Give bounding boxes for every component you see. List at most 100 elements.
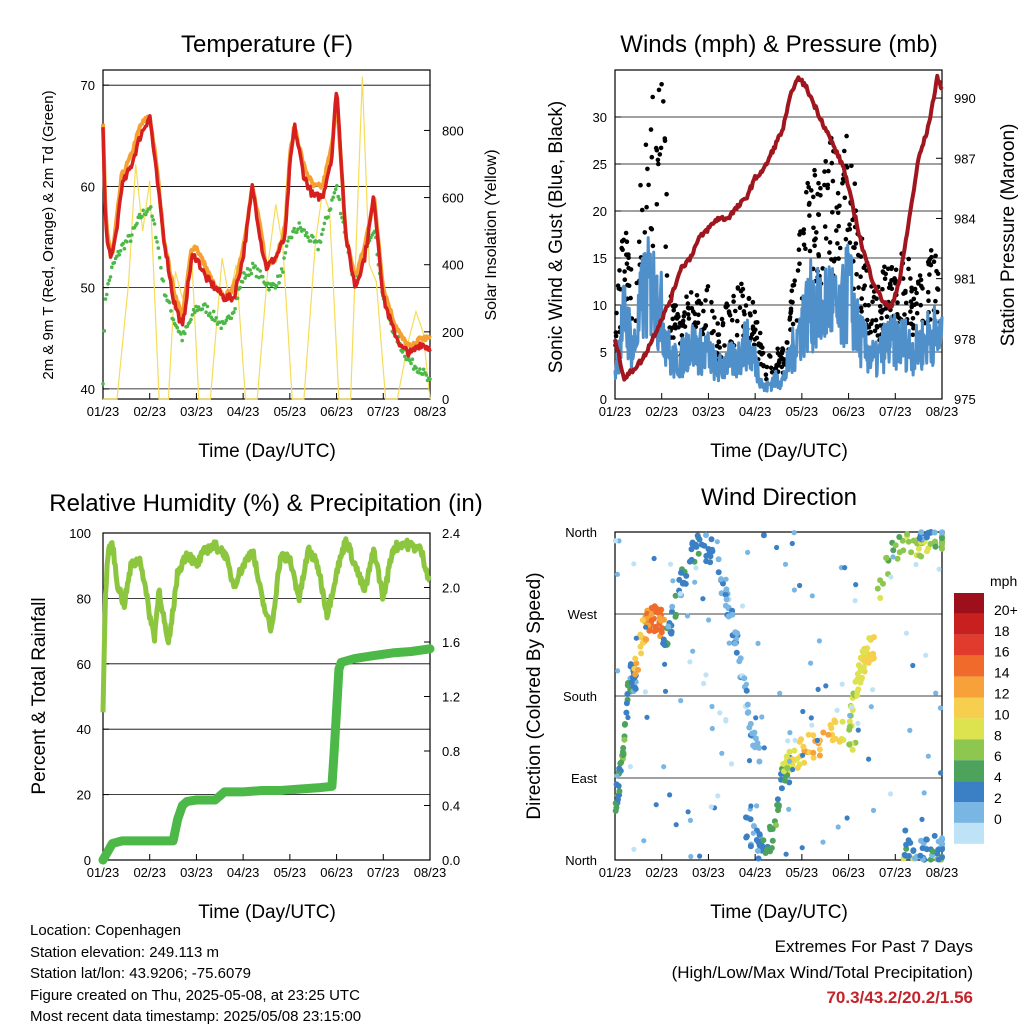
direction-point: [722, 602, 729, 609]
dewpoint-point: [164, 294, 168, 298]
direction-point: [754, 847, 761, 854]
direction-point: [639, 617, 646, 624]
dewpoint-point: [140, 214, 144, 219]
x-tick-label: 02/23: [645, 404, 678, 419]
direction-point: [633, 635, 639, 641]
direction-point: [658, 617, 664, 624]
y2-tick-label: 990: [954, 91, 976, 106]
legend-label: 14: [994, 665, 1010, 681]
legend-swatch: [954, 822, 984, 844]
gust-point: [694, 293, 700, 298]
gust-point: [859, 296, 864, 301]
direction-point: [820, 839, 826, 845]
direction-point: [657, 606, 664, 613]
direction-point: [855, 720, 861, 727]
direction-point: [894, 555, 901, 562]
direction-point: [654, 626, 661, 633]
x-tick-label: 05/23: [274, 865, 307, 880]
gust-point: [935, 271, 941, 277]
dewpoint-point: [277, 281, 281, 285]
gust-point: [715, 321, 720, 326]
gust-point: [823, 236, 829, 241]
temperature-plot: 01/23 02/23 03/23 04/23 05/23 06/23 07/23 08/23…: [81, 69, 464, 419]
direction-point: [870, 634, 877, 641]
plot-frame: [102, 69, 431, 400]
gust-point: [716, 339, 722, 345]
extremes-heading: Extremes For Past 7 Days: [774, 937, 973, 956]
gust-point: [735, 285, 741, 290]
gust-point: [880, 286, 885, 292]
dewpoint-point: [122, 246, 127, 251]
gust-point: [740, 286, 746, 292]
direction-point: [665, 623, 672, 630]
gust-point: [877, 304, 883, 309]
gust-point: [807, 213, 812, 218]
gust-point: [861, 286, 866, 292]
x-tick-label: 03/23: [180, 865, 213, 880]
gust-point: [842, 195, 848, 201]
direction-point: [800, 743, 807, 750]
y-tick-label: 60: [77, 657, 91, 672]
direction-point: [892, 542, 899, 549]
direction-point: [835, 824, 841, 830]
dewpoint-point: [281, 270, 285, 274]
legend-swatch: [954, 802, 984, 823]
dewpoint-point: [193, 310, 197, 315]
direction-point: [905, 853, 912, 859]
gust-point: [704, 287, 710, 293]
direction-point: [612, 807, 619, 814]
pressure-series: [613, 73, 944, 382]
direction-point: [632, 685, 639, 692]
direction-point: [786, 806, 792, 812]
direction-point: [644, 610, 651, 617]
x-tick-label: 01/23: [87, 865, 120, 880]
gust-point: [638, 182, 643, 188]
direction-point: [827, 722, 834, 728]
direction-point: [769, 837, 776, 844]
direction-point: [855, 727, 861, 733]
y2-tick-label: 200: [442, 325, 464, 340]
direction-point: [755, 640, 761, 647]
dewpoint-point: [145, 209, 149, 214]
y2-tick-label: 400: [442, 258, 464, 273]
gust-point: [872, 328, 878, 334]
dewpoint-point: [161, 279, 166, 283]
dewpoint-point: [235, 296, 240, 301]
gust-point: [893, 277, 898, 283]
direction-point: [778, 785, 785, 792]
direction-point: [792, 737, 798, 743]
dewpoint-point: [125, 240, 129, 244]
gust-point: [816, 180, 821, 186]
direction-point: [754, 803, 760, 809]
direction-point: [919, 816, 925, 823]
direction-point: [868, 704, 874, 710]
direction-point: [756, 831, 763, 838]
gust-point: [859, 309, 864, 314]
direction-point: [631, 561, 637, 567]
gust-point: [837, 245, 843, 251]
y2-tick-label: 978: [954, 332, 976, 347]
direction-point: [678, 569, 684, 576]
gust-point: [656, 87, 662, 93]
dewpoint-point: [253, 264, 257, 268]
dewpoint-point: [250, 261, 255, 266]
gust-point: [804, 189, 809, 195]
direction-point: [736, 658, 743, 665]
dewpoint-point: [320, 232, 324, 237]
direction-point: [775, 802, 782, 808]
gust-point: [733, 308, 738, 314]
dewpoint-point: [180, 338, 184, 343]
gust-point: [928, 248, 934, 253]
direction-point: [913, 561, 919, 568]
gust-point: [835, 241, 840, 246]
x-tick-label: 06/23: [832, 865, 865, 880]
direction-point: [733, 649, 740, 656]
legend-swatch: [954, 760, 984, 782]
x-tick-label: 01/23: [87, 404, 120, 419]
direction-point: [904, 531, 911, 538]
dewpoint-point: [137, 212, 142, 217]
dewpoint-point: [296, 227, 300, 231]
gust-point: [895, 312, 900, 317]
gust-point: [920, 286, 925, 291]
direction-point: [783, 753, 790, 760]
